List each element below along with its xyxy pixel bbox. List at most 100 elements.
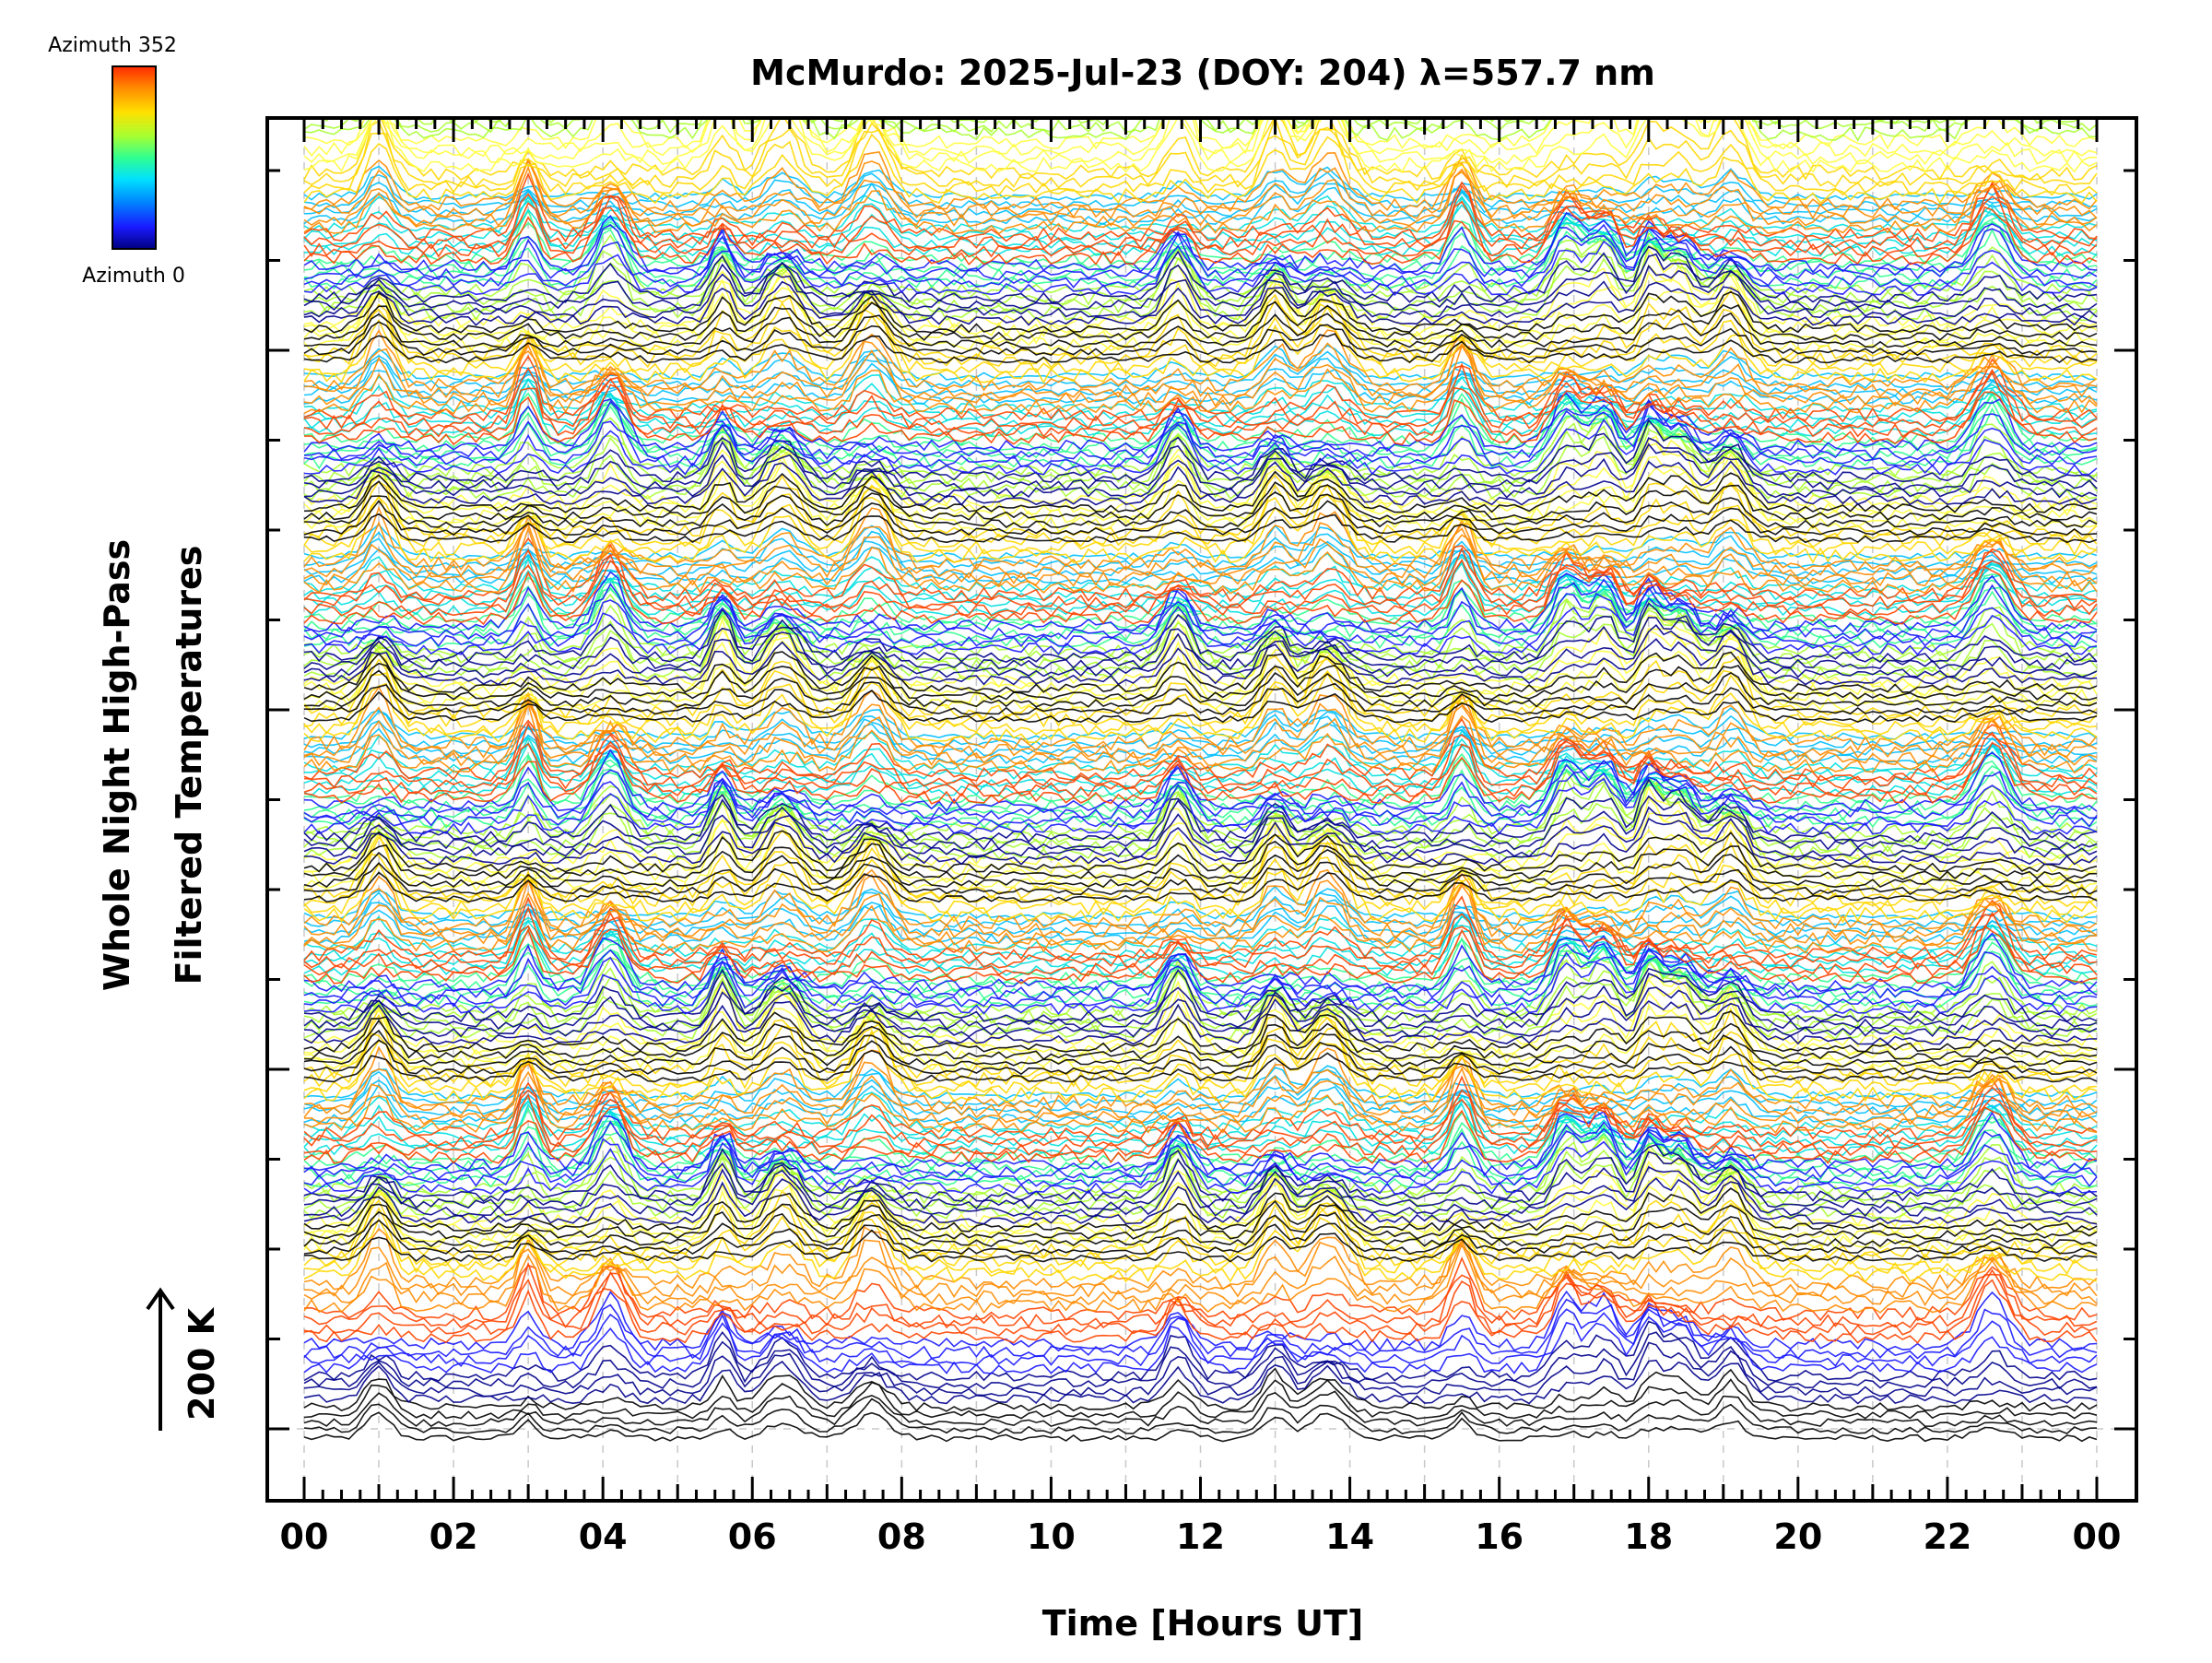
series-line [303,333,2098,364]
series-line [303,1078,2098,1116]
series-line [303,1411,2098,1443]
series-line [303,264,2098,337]
series-line [303,588,2098,650]
series-line [303,500,2098,537]
series-line [303,776,2098,835]
series-line [303,904,2098,945]
series-line [303,1239,2098,1299]
series-line [303,358,2098,397]
series-line [303,553,2098,618]
series-line [303,195,2098,258]
chart-title: McMurdo: 2025-Jul-23 (DOY: 204) λ=557.7 … [750,53,1655,93]
series-line [303,419,2098,483]
series-line [303,1279,2098,1344]
series-line [303,1200,2098,1240]
series-line [303,669,2098,709]
series-line [303,707,2098,740]
series-line [303,470,2098,513]
series-line [303,1341,2098,1398]
series-line [303,1049,2098,1083]
series-line [303,1398,2098,1435]
series-line [303,616,2098,671]
series-line [303,937,2098,993]
series-line [303,280,2098,326]
series-line [303,404,2098,468]
series-line [304,1229,2098,1263]
series-line [303,165,2098,235]
series-line [303,196,2098,250]
series-line [303,1093,2098,1157]
series-line [303,355,2098,423]
series-line [303,391,2098,446]
scale-label: 200 K [182,1306,222,1421]
series-line [303,671,2098,744]
series-line [303,702,2098,774]
series-line [303,1029,2098,1103]
scale-arrow [146,1287,175,1431]
series-line [303,1045,2098,1111]
series-line [303,437,2098,491]
series-line [303,1127,2098,1187]
series-line [303,1150,2098,1210]
series-line [303,685,2098,751]
series-line [303,181,2098,218]
series-line [303,948,2098,1008]
series-line [303,483,2098,557]
series-line [303,873,2098,939]
x-tick-label: 16 [1475,1516,1524,1557]
series-line [303,480,2098,521]
series-line [304,0,2097,29]
series-line [303,301,2098,341]
series-line [303,778,2098,843]
series-line [303,771,2098,828]
series-line [303,271,2098,345]
series-line [303,722,2098,790]
series-line [303,1331,2098,1390]
series-line [303,1075,2098,1142]
series-line [303,759,2098,820]
series-line [303,1367,2098,1412]
series-line [303,1019,2098,1061]
series-line [303,537,2098,577]
series-line [303,383,2098,446]
series-line [303,157,2098,220]
series-line [303,253,2098,312]
series-line [304,1,2097,37]
series-line [303,371,2098,438]
series-line [303,884,2098,954]
series-line [304,4,2097,44]
x-tick-label: 04 [579,1516,628,1557]
series-line [303,1132,2098,1197]
series-line [303,1029,2098,1067]
series-line [303,1039,2098,1076]
series-line [303,576,2098,633]
series-line [303,1290,2098,1352]
series-line [303,596,2098,666]
series-line [303,769,2098,837]
x-tick-label: 10 [1027,1516,1076,1557]
series-line [303,1120,2098,1180]
series-line [303,1261,2098,1329]
series-line [303,1143,2098,1203]
series-line [303,608,2098,680]
series-line [303,835,2098,908]
series-line [303,329,2098,393]
series-line [303,1056,2098,1119]
series-line [303,795,2098,851]
colorbar-bottom-label: Azimuth 0 [82,265,185,288]
series-line [303,1390,2098,1428]
series-line [303,662,2098,702]
series-line [303,236,2098,297]
series-line [303,493,2098,564]
series-line [303,653,2098,720]
series-line [303,1198,2098,1268]
series-line [303,596,2098,656]
series-line [303,967,2098,1023]
x-tick-labels: 00 02 04 06 08 10 12 14 16 18 20 22 00 [280,1516,2122,1557]
series-line [303,460,2098,533]
series-line [303,231,2098,306]
series-line [303,133,2098,205]
series-line [303,342,2098,407]
